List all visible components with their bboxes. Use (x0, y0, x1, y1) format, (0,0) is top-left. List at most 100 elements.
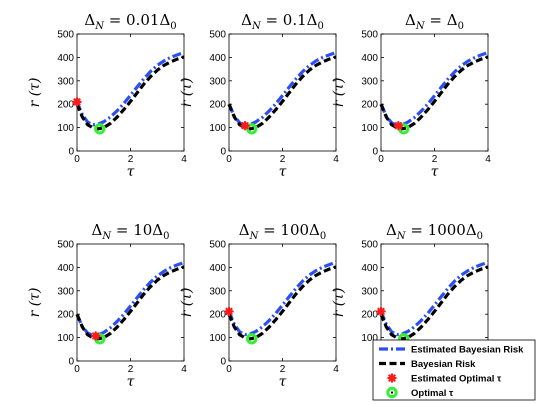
y-tick-label: 400 (209, 263, 226, 274)
estimated-optimal-tau-marker (376, 306, 386, 317)
y-tick-label: 400 (361, 263, 378, 274)
bayesian-risk-line (379, 265, 489, 341)
y-tick-label: 100 (209, 333, 226, 344)
y-tick-label: 400 (209, 53, 226, 64)
estimated-optimal-tau-marker (393, 121, 404, 131)
bayesian-risk-line (227, 55, 337, 131)
legend-label: Estimated Optimal τ (411, 374, 502, 385)
x-axis-label: τ (127, 164, 135, 180)
estimated-optimal-tau-marker-stroke (225, 307, 233, 316)
plot-area (380, 33, 489, 152)
y-tick-label: 0 (220, 147, 226, 158)
optimal-tau-marker (398, 123, 410, 135)
estimated-optimal-tau-marker-stroke (394, 122, 403, 130)
y-tick-label: 500 (57, 240, 74, 251)
y-tick-label: 200 (361, 310, 378, 321)
x-axis-label: τ (127, 374, 135, 390)
optimal-tau-marker-center (250, 127, 253, 130)
title-equation: = 0.01Δ (104, 11, 171, 29)
y-tick-label: 500 (57, 30, 74, 41)
title-subscript-zero: 0 (477, 231, 483, 242)
title-symbol: Δ (386, 221, 397, 239)
legend: Estimated Bayesian Risk Bayesian Risk Esti… (372, 339, 536, 401)
x-tick-label: 2 (280, 154, 286, 165)
x-tick-label: 0 (378, 154, 384, 165)
x-tick-label: 4 (181, 364, 187, 375)
optimal-tau-marker-ring (94, 123, 106, 135)
title-subscript: N (396, 231, 407, 242)
y-tick-label: 300 (209, 76, 226, 87)
y-tick-label: 300 (361, 286, 378, 297)
subplot-title: ΔN = 0.1Δ0 (241, 11, 324, 32)
y-tick-label: 300 (57, 286, 74, 297)
y-tick-label: 200 (57, 310, 74, 321)
x-tick-label: 4 (333, 364, 339, 375)
y-tick-label: 500 (209, 30, 226, 41)
estimated-optimal-tau-marker-stroke (241, 122, 249, 130)
legend-optimal-swatch (386, 386, 398, 399)
y-tick-label: 400 (57, 263, 74, 274)
y-tick-label: 200 (209, 310, 226, 321)
y-tick-label: 100 (361, 123, 378, 134)
optimal-tau-marker-center (250, 337, 253, 340)
title-subscript-zero: 0 (163, 231, 169, 242)
title-subscript: N (94, 21, 105, 32)
estimated-optimal-tau-marker (224, 306, 234, 317)
optimal-tau-marker-center (402, 127, 405, 130)
subplot-title: ΔN = Δ0 (405, 11, 464, 32)
estimated-optimal-tau-marker (240, 121, 250, 131)
legend-estimated-optimal-swatch (387, 373, 397, 383)
y-tick-label: 400 (57, 53, 74, 64)
bayesian-risk-line (75, 55, 185, 131)
x-tick-label: 2 (280, 364, 286, 375)
title-subscript: N (101, 231, 112, 242)
y-axis-label: r (τ) (331, 78, 347, 108)
legend-entry: Estimated Optimal τ (387, 373, 502, 385)
x-tick-label: 2 (128, 154, 134, 165)
title-equation: = Δ (425, 11, 458, 29)
plot-area (76, 33, 185, 152)
y-tick-label: 200 (57, 100, 74, 111)
title-equation: = 1000Δ (406, 221, 477, 239)
bayesian-risk-line (75, 265, 185, 341)
title-subscript: N (415, 21, 426, 32)
title-symbol: Δ (239, 221, 250, 239)
legend-optimal-swatch-ring (386, 386, 398, 399)
estimated-bayesian-risk-line (227, 260, 337, 337)
y-tick-label: 0 (68, 147, 74, 158)
y-tick-label: 100 (209, 123, 226, 134)
legend-label: Bayesian Risk (411, 359, 476, 370)
title-symbol: Δ (92, 221, 103, 239)
y-axis-label: r (τ) (331, 288, 347, 318)
estimated-optimal-tau-marker (72, 97, 82, 107)
subplot-title: ΔN = 0.01Δ0 (84, 11, 176, 32)
y-tick-label: 500 (209, 240, 226, 251)
y-tick-label: 500 (361, 240, 378, 251)
y-tick-label: 200 (361, 100, 378, 111)
y-axis-label: r (τ) (27, 78, 43, 108)
title-subscript-zero: 0 (170, 21, 176, 32)
title-symbol: Δ (84, 11, 95, 29)
title-equation: = 0.1Δ (261, 11, 318, 29)
y-tick-label: 300 (209, 286, 226, 297)
legend-estimated-optimal-swatch-stroke (388, 374, 396, 382)
y-tick-label: 200 (209, 100, 226, 111)
subplot-title: ΔN = 1000Δ0 (386, 221, 483, 242)
optimal-tau-marker-center (402, 337, 405, 340)
y-tick-label: 300 (57, 76, 74, 87)
optimal-tau-marker-ring (398, 123, 410, 135)
x-tick-label: 0 (74, 154, 80, 165)
title-subscript-zero: 0 (458, 21, 464, 32)
x-axis-label: τ (431, 164, 439, 180)
x-axis-label: τ (279, 164, 287, 180)
plot-area (228, 33, 337, 152)
title-equation: = 10Δ (111, 221, 163, 239)
title-subscript-zero: 0 (318, 21, 324, 32)
y-axis-label: r (τ) (179, 288, 195, 318)
legend-entry: Estimated Bayesian Risk (379, 345, 524, 356)
x-tick-label: 4 (485, 154, 491, 165)
y-tick-label: 400 (361, 53, 378, 64)
title-symbol: Δ (405, 11, 416, 29)
